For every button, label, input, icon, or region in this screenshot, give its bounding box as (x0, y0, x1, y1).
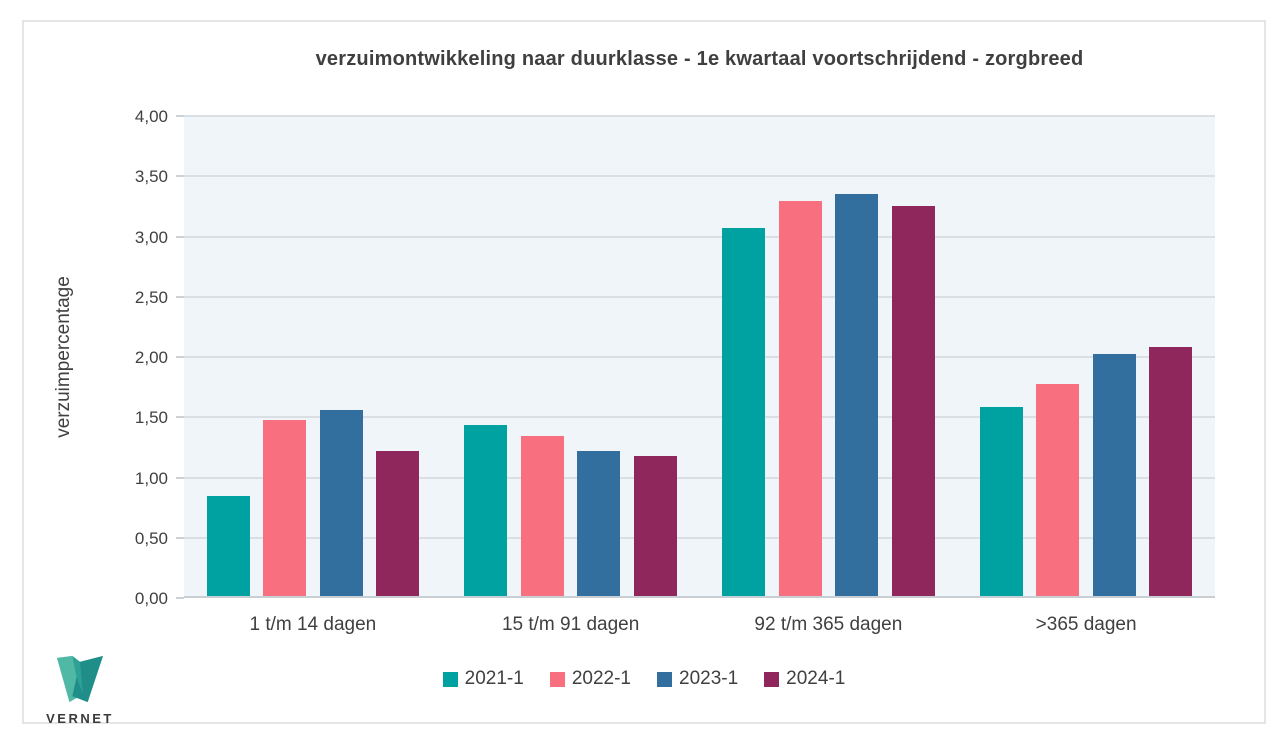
legend-swatch (764, 671, 780, 687)
gridline (184, 235, 1215, 238)
y-tick-label: 1,00 (134, 468, 168, 488)
vernet-logo-text: VERNET (46, 711, 114, 726)
y-tick-mark (176, 356, 184, 358)
y-tick-label: 0,50 (134, 528, 168, 548)
y-tick-mark (176, 476, 184, 479)
y-tick-label: 3,50 (134, 167, 168, 187)
y-tick-label: 2,00 (134, 348, 168, 367)
bar-2023-1-1 (319, 410, 363, 596)
bar-2021-1-1 (206, 496, 250, 596)
y-tick-label: 3,00 (134, 227, 168, 247)
bar-2022-1-1 (263, 420, 307, 596)
gridline (184, 175, 1215, 178)
x-category-label: 15 t/m 91 dagen (501, 614, 640, 635)
vernet-logo: VERNET (40, 654, 120, 726)
bar-2024-1-1 (376, 451, 420, 596)
legend-label: 2024-1 (786, 668, 846, 689)
y-tick-mark (176, 235, 184, 238)
bar-2021-1-4 (979, 406, 1023, 596)
y-tick-label: 4,00 (134, 107, 168, 126)
bar-2021-1-2 (464, 424, 508, 596)
legend-swatch (442, 671, 458, 687)
legend-item-2021-1: 2021-1 (442, 668, 524, 690)
gridline (184, 476, 1215, 479)
y-tick-mark (176, 536, 184, 539)
y-tick-mark (176, 295, 184, 298)
legend-swatch (657, 671, 672, 687)
bar-2021-1-3 (722, 228, 766, 596)
y-tick-mark (176, 416, 184, 419)
y-tick-label: 1,50 (134, 408, 168, 428)
chart-card: verzuimontwikkeling naar duurklasse - 1e… (22, 20, 1266, 726)
y-axis-title: verzuimpercentage (53, 276, 74, 438)
bar-2022-1-3 (778, 200, 822, 596)
vernet-logo-icon (56, 655, 104, 703)
legend-label: 2021-1 (464, 668, 524, 689)
bar-2023-1-2 (577, 451, 621, 596)
legend-label: 2022-1 (571, 668, 631, 689)
legend-item-2024-1: 2024-1 (764, 668, 845, 690)
x-category-label: 1 t/m 14 dagen (249, 614, 377, 635)
bar-2023-1-4 (1092, 353, 1136, 596)
legend: 2021-1 2022-1 2023-1 2024-1 (24, 668, 1264, 690)
legend-item-2022-1: 2022-1 (549, 668, 631, 690)
bar-2024-1-2 (633, 456, 677, 596)
legend-label: 2023-1 (679, 668, 739, 689)
bar-2023-1-3 (835, 193, 879, 596)
gridline (184, 115, 1215, 117)
gridline (184, 416, 1215, 419)
gridline (184, 356, 1215, 358)
gridline (184, 536, 1215, 539)
bar-2024-1-4 (1149, 346, 1193, 596)
gridline (184, 295, 1215, 298)
bar-2024-1-3 (891, 205, 935, 596)
y-tick-label: 0,00 (134, 589, 168, 608)
plot-area (184, 115, 1215, 598)
bar-2022-1-4 (1036, 383, 1080, 596)
y-tick-mark (176, 597, 184, 599)
bar-2022-1-2 (520, 435, 564, 596)
legend-swatch (549, 671, 565, 687)
x-category-label: 92 t/m 365 dagen (754, 614, 903, 635)
y-tick-mark (176, 175, 184, 178)
y-tick-mark (176, 115, 184, 117)
y-tick-label: 2,50 (134, 287, 168, 307)
x-category-label: >365 dagen (1035, 614, 1137, 635)
legend-item-2023-1: 2023-1 (657, 668, 738, 690)
chart-title: verzuimontwikkeling naar duurklasse - 1e… (315, 48, 1084, 70)
